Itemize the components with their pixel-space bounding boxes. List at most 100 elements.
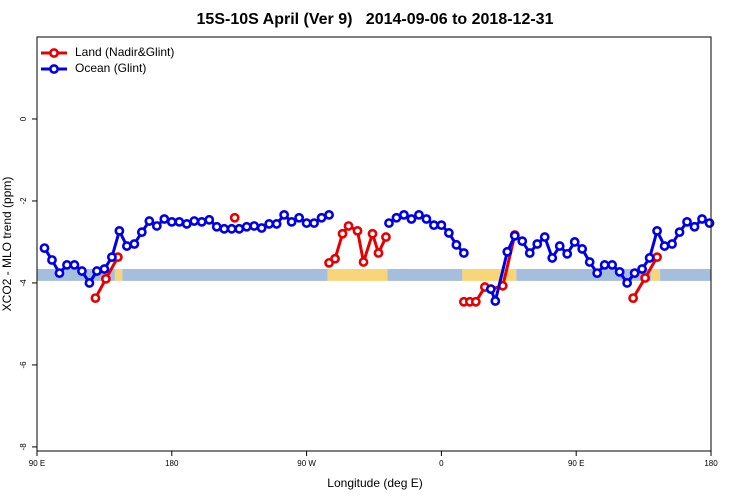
data-point <box>502 246 513 257</box>
data-point <box>264 219 275 229</box>
x-axis-label: Longitude (deg E) <box>327 476 422 490</box>
data-point <box>316 212 327 223</box>
data-point <box>458 248 469 258</box>
legend-label: Land (Nadir&Glint) <box>75 45 174 59</box>
data-point <box>92 266 102 276</box>
data-point <box>271 219 282 229</box>
data-point <box>211 221 222 232</box>
data-point <box>485 284 496 294</box>
y-tick-label: -2 <box>19 197 28 205</box>
data-point <box>114 225 125 236</box>
data-point <box>674 227 685 238</box>
data-point <box>121 241 132 251</box>
data-point <box>637 264 648 274</box>
data-point <box>279 209 290 220</box>
data-point <box>84 278 95 288</box>
surface-band <box>651 269 661 281</box>
data-point <box>62 260 72 270</box>
data-point <box>229 212 240 223</box>
data-point <box>614 266 625 277</box>
x-tick-label: 90 E <box>29 459 45 468</box>
data-point <box>490 296 501 306</box>
data-point <box>667 239 677 249</box>
data-point <box>358 257 369 267</box>
data-point <box>39 243 50 253</box>
data-point <box>384 218 394 228</box>
y-tick-label: -8 <box>19 443 28 451</box>
data-point <box>554 241 565 251</box>
chart-title: 15S-10S April (Ver 9) 2014-09-06 to 2018… <box>197 11 554 28</box>
y-tick-label: -6 <box>19 361 28 369</box>
data-point <box>539 232 550 242</box>
data-point <box>443 228 454 238</box>
legend-label: Ocean (Glint) <box>75 61 146 75</box>
data-point <box>367 228 378 239</box>
data-point <box>689 221 700 232</box>
data-point <box>599 260 610 270</box>
data-point <box>470 296 481 307</box>
data-point <box>189 216 200 226</box>
data-point <box>337 228 348 239</box>
surface-band <box>37 269 115 281</box>
data-point <box>659 241 670 251</box>
data-point <box>226 223 237 234</box>
data-point <box>196 216 207 227</box>
data-point <box>429 220 439 231</box>
data-point <box>77 266 87 276</box>
data-point <box>607 260 618 270</box>
data-point <box>697 214 707 224</box>
data-point <box>129 239 140 249</box>
data-point <box>301 218 312 228</box>
data-point <box>286 216 297 227</box>
legend-marker <box>49 64 59 74</box>
data-point <box>524 248 535 258</box>
data-point <box>174 216 185 227</box>
x-tick-label: 90 W <box>297 459 316 468</box>
data-point <box>517 236 528 247</box>
data-point <box>509 230 520 241</box>
data-point <box>532 239 543 249</box>
data-point <box>249 221 260 231</box>
x-tick-label: 0 <box>439 459 444 468</box>
surface-band <box>516 269 652 281</box>
data-point <box>343 221 354 231</box>
data-point <box>309 218 319 228</box>
data-point <box>622 278 633 288</box>
surface-band <box>387 269 463 281</box>
data-point <box>241 221 252 232</box>
data-point <box>256 223 267 233</box>
y-tick-label: 0 <box>19 116 28 121</box>
data-point <box>54 268 65 279</box>
y-axis-label: XCO2 - MLO trend (ppm) <box>0 177 14 312</box>
data-point <box>406 214 417 224</box>
surface-band <box>327 269 388 281</box>
surface-band <box>122 269 328 281</box>
data-point <box>628 293 639 304</box>
data-point <box>421 214 432 224</box>
x-tick-label: 180 <box>704 459 718 468</box>
data-point <box>352 225 363 236</box>
data-point <box>652 225 662 236</box>
data-point <box>99 264 110 274</box>
data-point <box>219 223 230 234</box>
x-tick-label: 180 <box>165 459 179 468</box>
data-point <box>106 252 117 263</box>
data-point <box>324 209 334 220</box>
data-point <box>640 273 650 283</box>
data-point <box>159 214 170 224</box>
data-point <box>136 227 147 238</box>
data-point <box>90 293 101 304</box>
data-point <box>629 268 640 279</box>
data-point <box>451 239 462 250</box>
plot-frame <box>36 36 712 452</box>
data-point <box>234 223 245 234</box>
data-point <box>330 253 340 264</box>
legend-marker <box>49 48 59 58</box>
surface-band <box>660 269 711 281</box>
data-point <box>652 252 662 263</box>
data-point <box>704 218 715 228</box>
data-point <box>414 209 424 220</box>
x-tick-label: 90 E <box>568 459 584 468</box>
data-point <box>181 219 192 229</box>
data-point <box>204 214 215 225</box>
